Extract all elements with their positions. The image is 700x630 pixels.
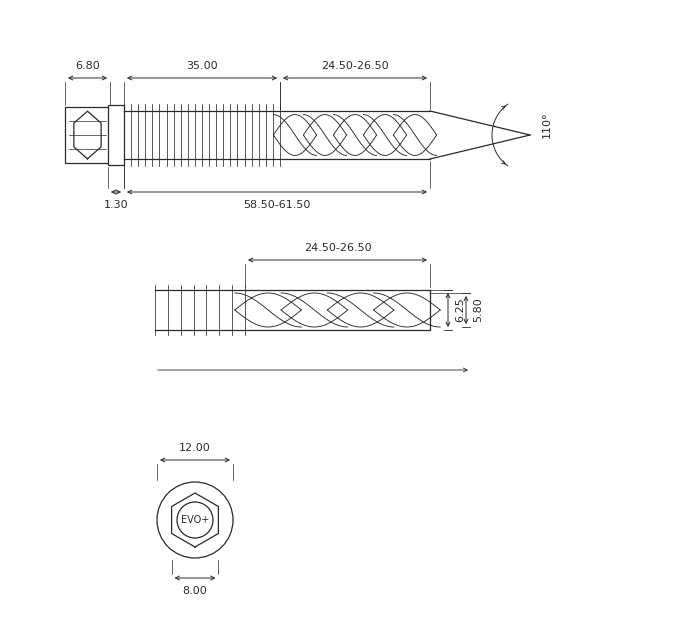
Bar (108, 105, 124, 165)
Text: 6.25: 6.25 (455, 297, 465, 323)
Text: EVO+: EVO+ (181, 515, 209, 525)
Text: 58.50-61.50: 58.50-61.50 (244, 200, 311, 210)
Circle shape (177, 502, 213, 538)
Text: 5.80: 5.80 (473, 297, 483, 323)
Bar (65, 107, 110, 163)
Text: 24.50-26.50: 24.50-26.50 (304, 243, 371, 253)
Text: 110°: 110° (542, 112, 552, 138)
Text: 35.00: 35.00 (186, 61, 218, 71)
Text: 12.00: 12.00 (179, 443, 211, 453)
Text: 6.80: 6.80 (75, 61, 100, 71)
Text: 24.50-26.50: 24.50-26.50 (321, 61, 388, 71)
Text: 8.00: 8.00 (183, 586, 207, 596)
Text: 1.30: 1.30 (104, 200, 128, 210)
Circle shape (157, 482, 233, 558)
